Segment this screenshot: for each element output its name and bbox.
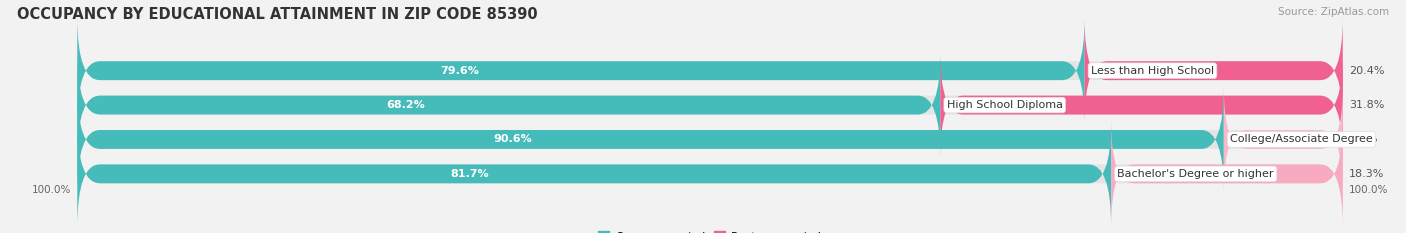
FancyBboxPatch shape (77, 18, 1343, 123)
FancyBboxPatch shape (941, 53, 1343, 158)
FancyBboxPatch shape (77, 53, 941, 158)
FancyBboxPatch shape (77, 18, 1084, 123)
Text: Bachelor's Degree or higher: Bachelor's Degree or higher (1118, 169, 1274, 179)
Text: 100.0%: 100.0% (1350, 185, 1389, 195)
FancyBboxPatch shape (77, 87, 1343, 192)
FancyBboxPatch shape (77, 53, 1343, 158)
Text: Less than High School: Less than High School (1091, 66, 1213, 76)
FancyBboxPatch shape (1111, 121, 1343, 226)
Text: 100.0%: 100.0% (31, 185, 70, 195)
Text: Source: ZipAtlas.com: Source: ZipAtlas.com (1278, 7, 1389, 17)
FancyBboxPatch shape (1084, 18, 1343, 123)
Text: High School Diploma: High School Diploma (946, 100, 1063, 110)
Text: College/Associate Degree: College/Associate Degree (1230, 134, 1372, 144)
Text: 20.4%: 20.4% (1350, 66, 1385, 76)
Text: 79.6%: 79.6% (440, 66, 479, 76)
Text: 18.3%: 18.3% (1350, 169, 1385, 179)
Text: OCCUPANCY BY EDUCATIONAL ATTAINMENT IN ZIP CODE 85390: OCCUPANCY BY EDUCATIONAL ATTAINMENT IN Z… (17, 7, 537, 22)
Text: 31.8%: 31.8% (1350, 100, 1385, 110)
Text: 9.4%: 9.4% (1350, 134, 1378, 144)
FancyBboxPatch shape (77, 121, 1343, 226)
Text: 81.7%: 81.7% (451, 169, 489, 179)
FancyBboxPatch shape (77, 87, 1223, 192)
Legend: Owner-occupied, Renter-occupied: Owner-occupied, Renter-occupied (593, 227, 827, 233)
FancyBboxPatch shape (77, 121, 1111, 226)
Text: 68.2%: 68.2% (385, 100, 425, 110)
Text: 90.6%: 90.6% (494, 134, 533, 144)
FancyBboxPatch shape (1223, 87, 1343, 192)
